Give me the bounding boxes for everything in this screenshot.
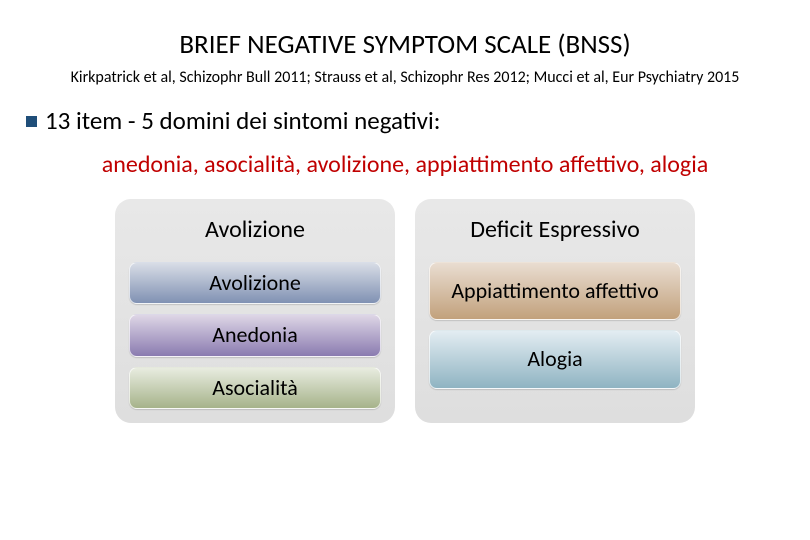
square-bullet-icon bbox=[26, 116, 37, 127]
left-column-header: Avolizione bbox=[129, 209, 381, 252]
bullet-line: 13 item - 5 domini dei sintomi negativi: bbox=[26, 105, 784, 136]
right-column-header: Deficit Espressivo bbox=[429, 209, 681, 252]
left-pill-0: Avolizione bbox=[129, 262, 381, 305]
left-pill-1: Anedonia bbox=[129, 314, 381, 357]
left-pill-2: Asocialità bbox=[129, 367, 381, 410]
right-pill-1: Alogia bbox=[429, 330, 681, 389]
references-text: Kirkpatrick et al, Schizophr Bull 2011; … bbox=[20, 67, 790, 89]
right-column: Deficit Espressivo Appiattimento affetti… bbox=[415, 199, 695, 424]
slide-title: BRIEF NEGATIVE SYMPTOM SCALE (BNSS) bbox=[20, 28, 790, 61]
right-pill-0: Appiattimento affettivo bbox=[429, 262, 681, 321]
left-column: Avolizione Avolizione Anedonia Asocialità bbox=[115, 199, 395, 424]
bullet-text: 13 item - 5 domini dei sintomi negativi: bbox=[45, 105, 440, 136]
domains-list-text: anedonia, asocialità, avolizione, appiat… bbox=[30, 150, 780, 179]
columns-container: Avolizione AvolizioneAnedoniaAsocialità … bbox=[20, 199, 790, 424]
slide: BRIEF NEGATIVE SYMPTOM SCALE (BNSS) Kirk… bbox=[0, 0, 810, 540]
